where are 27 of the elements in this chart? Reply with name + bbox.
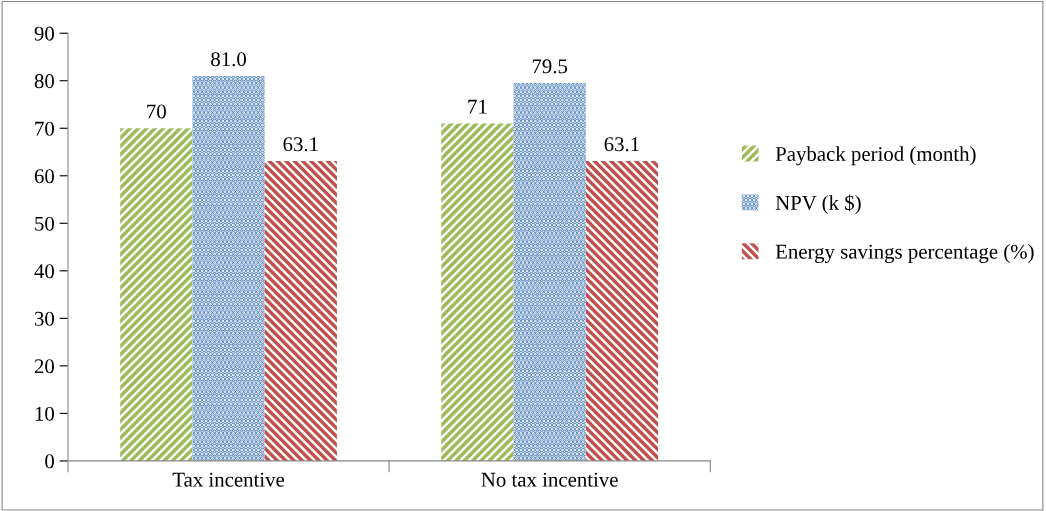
- bar: [513, 83, 586, 461]
- data-label: 63.1: [604, 137, 639, 152]
- y-tick-label: 40: [34, 264, 54, 279]
- data-label: 63.1: [283, 137, 318, 152]
- y-tick-label: 70: [35, 121, 54, 136]
- y-tick-label: 0: [45, 454, 54, 469]
- x-tick-label: Tax incentive: [172, 472, 285, 487]
- y-tick-label: 80: [34, 74, 54, 89]
- legend-label: Payback period (month): [775, 146, 976, 166]
- x-tick-label: No tax incentive: [481, 472, 618, 487]
- legend-label: Energy savings percentage (%): [775, 244, 1034, 263]
- bar: [585, 161, 659, 461]
- bar: [192, 75, 265, 461]
- data-label: 79.5: [532, 59, 568, 74]
- bar: [441, 123, 514, 461]
- bar: [120, 128, 193, 461]
- data-label: 70: [147, 104, 166, 119]
- y-tick-label: 30: [34, 311, 54, 326]
- y-tick-label: 50: [35, 216, 54, 231]
- y-tick-label: 60: [34, 169, 54, 184]
- y-tick-label: 90: [34, 26, 54, 41]
- legend-label: NPV (k $): [775, 194, 861, 215]
- y-tick-label: 10: [35, 406, 54, 421]
- data-label: 71: [468, 99, 487, 114]
- data-label: 81.0: [211, 52, 246, 67]
- y-tick-label: 20: [34, 359, 54, 374]
- bar: [264, 161, 337, 461]
